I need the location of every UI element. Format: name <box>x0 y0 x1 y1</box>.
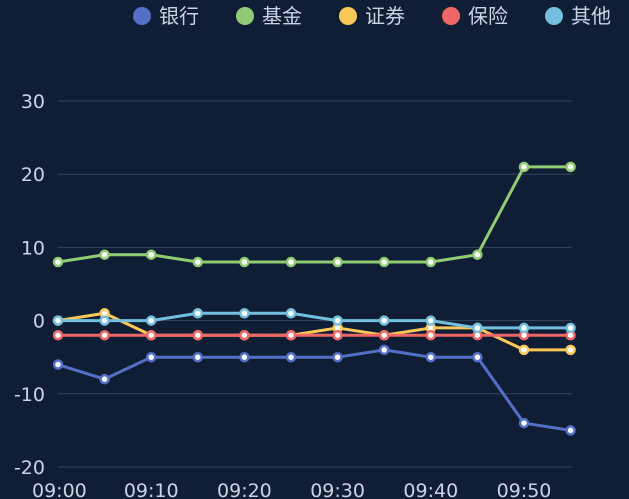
data-point[interactable] <box>239 256 250 268</box>
data-point[interactable] <box>378 344 390 356</box>
legend-marker <box>236 7 254 25</box>
series-line[interactable] <box>57 165 571 264</box>
legend-marker <box>545 7 563 25</box>
grid <box>58 100 572 468</box>
legend-item[interactable]: 其他 <box>545 4 611 28</box>
series-0 <box>52 344 576 436</box>
legend-marker <box>133 7 151 25</box>
y-tick-label: -10 <box>14 384 45 406</box>
x-tick-label: 09:40 <box>403 480 458 499</box>
data-point[interactable] <box>332 315 343 326</box>
series-line[interactable] <box>57 348 571 432</box>
data-point[interactable] <box>52 359 64 370</box>
data-point[interactable] <box>99 373 110 385</box>
legend-label: 保险 <box>468 4 508 28</box>
data-point[interactable] <box>285 308 297 319</box>
data-point[interactable] <box>239 329 250 341</box>
y-tick-label: 30 <box>21 91 45 113</box>
legend-marker <box>339 7 357 25</box>
legend-label: 基金 <box>262 4 302 28</box>
data-point[interactable] <box>425 315 437 326</box>
y-tick-label: 20 <box>21 164 45 186</box>
data-point[interactable] <box>565 322 576 334</box>
x-tick-label: 09:50 <box>497 480 552 499</box>
y-tick-label: 0 <box>33 311 45 333</box>
series-line[interactable] <box>57 311 571 352</box>
data-point[interactable] <box>518 322 530 334</box>
data-point[interactable] <box>472 351 483 363</box>
data-point[interactable] <box>99 249 110 260</box>
legend-marker <box>442 7 460 25</box>
data-point[interactable] <box>285 351 297 363</box>
data-point[interactable] <box>565 161 576 173</box>
data-point[interactable] <box>425 256 437 268</box>
data-point[interactable] <box>192 308 204 319</box>
data-point[interactable] <box>239 351 250 363</box>
data-point[interactable] <box>145 315 157 326</box>
legend-label: 证券 <box>365 4 405 28</box>
data-point[interactable] <box>52 315 64 326</box>
data-point[interactable] <box>99 329 110 341</box>
x-tick-label: 09:20 <box>217 480 272 499</box>
legend-label: 银行 <box>159 4 199 28</box>
data-point[interactable] <box>425 329 437 341</box>
data-point[interactable] <box>425 351 437 363</box>
data-point[interactable] <box>145 329 157 341</box>
data-point[interactable] <box>285 256 297 268</box>
data-point[interactable] <box>565 425 576 436</box>
data-point[interactable] <box>378 329 390 341</box>
data-point[interactable] <box>192 351 204 363</box>
x-tick-label: 09:10 <box>124 480 179 499</box>
data-point[interactable] <box>332 256 343 268</box>
data-point[interactable] <box>565 344 576 356</box>
y-tick-label: -20 <box>14 457 45 479</box>
data-point[interactable] <box>472 322 483 334</box>
data-point[interactable] <box>52 329 64 341</box>
data-point[interactable] <box>239 308 250 319</box>
legend-item[interactable]: 证券 <box>339 4 405 28</box>
x-tick-label: 09:30 <box>310 480 365 499</box>
data-point[interactable] <box>145 249 157 260</box>
data-point[interactable] <box>518 161 530 173</box>
y-tick-label: 10 <box>21 237 45 259</box>
data-point[interactable] <box>378 315 390 326</box>
data-point[interactable] <box>518 344 530 356</box>
series-line[interactable] <box>58 311 571 330</box>
legend-item[interactable]: 保险 <box>442 4 508 28</box>
legend-item[interactable]: 基金 <box>236 4 302 28</box>
series-1 <box>52 161 576 268</box>
data-point[interactable] <box>99 315 110 326</box>
data-point[interactable] <box>192 256 204 268</box>
legend-label: 其他 <box>571 4 611 28</box>
legend-item[interactable]: 银行 <box>133 4 199 28</box>
data-point[interactable] <box>472 249 483 260</box>
x-tick-label: 09:00 <box>32 480 87 499</box>
data-point[interactable] <box>192 329 204 341</box>
data-point[interactable] <box>332 351 343 363</box>
series-4 <box>52 308 576 334</box>
data-point[interactable] <box>285 329 297 341</box>
legend: 银行 基金 证券 保险 其他 <box>133 4 611 28</box>
data-point[interactable] <box>518 417 530 429</box>
data-point[interactable] <box>145 351 157 363</box>
data-point[interactable] <box>378 256 390 268</box>
data-point[interactable] <box>332 329 343 341</box>
data-point[interactable] <box>52 256 64 268</box>
